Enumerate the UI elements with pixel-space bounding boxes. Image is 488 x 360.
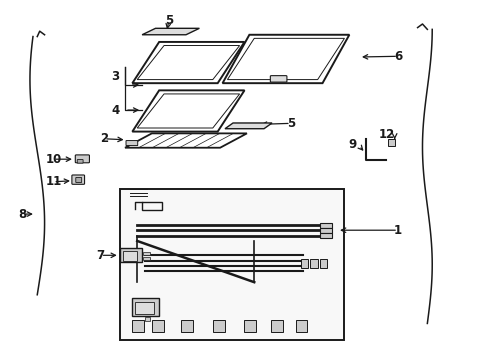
FancyBboxPatch shape [77, 159, 83, 163]
Bar [181, 320, 192, 332]
Bar [120, 189, 344, 339]
FancyBboxPatch shape [76, 177, 81, 183]
FancyBboxPatch shape [126, 140, 138, 145]
Text: 7: 7 [97, 249, 104, 262]
Bar [320, 223, 331, 228]
Bar [132, 298, 159, 316]
Text: 4: 4 [111, 104, 119, 117]
Bar [143, 252, 150, 255]
Text: 2: 2 [100, 132, 108, 145]
Bar [300, 259, 307, 268]
Text: 11: 11 [45, 175, 61, 188]
Bar [387, 139, 394, 145]
FancyBboxPatch shape [270, 76, 286, 82]
Text: 5: 5 [164, 14, 173, 27]
Bar [320, 259, 327, 268]
Text: 6: 6 [393, 50, 402, 63]
Bar [143, 257, 150, 260]
Bar [271, 320, 283, 332]
Text: 5: 5 [286, 117, 294, 130]
Bar [122, 251, 137, 261]
FancyBboxPatch shape [75, 155, 89, 163]
Bar [244, 320, 256, 332]
Text: 9: 9 [348, 138, 356, 151]
Text: 1: 1 [393, 224, 401, 237]
Text: 8: 8 [19, 208, 27, 221]
Bar [212, 320, 224, 332]
Bar [132, 320, 144, 332]
Bar [120, 248, 142, 262]
Bar [295, 320, 307, 332]
Bar [320, 233, 331, 238]
Bar [135, 302, 154, 315]
Bar [310, 259, 317, 268]
FancyBboxPatch shape [72, 175, 84, 184]
Bar [144, 317, 150, 320]
Polygon shape [142, 28, 199, 35]
Text: 12: 12 [378, 127, 394, 141]
Bar [152, 320, 163, 332]
Bar [320, 228, 331, 233]
Polygon shape [224, 123, 271, 129]
Text: 10: 10 [45, 153, 61, 166]
Text: 3: 3 [111, 69, 119, 82]
